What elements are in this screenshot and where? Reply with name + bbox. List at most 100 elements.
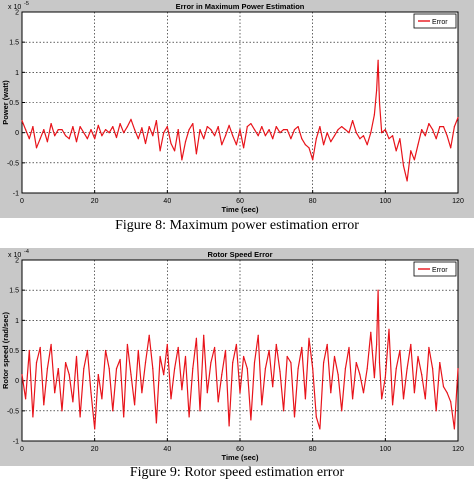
- data-point: [39, 138, 41, 140]
- data-point: [341, 410, 343, 412]
- data-point: [384, 129, 386, 131]
- x-tick-label: 20: [91, 446, 99, 453]
- data-point: [235, 144, 237, 146]
- data-point: [453, 428, 455, 430]
- data-point: [268, 349, 270, 352]
- data-point: [330, 392, 332, 394]
- data-point: [192, 368, 194, 370]
- data-point: [126, 343, 128, 346]
- data-point: [144, 362, 147, 364]
- data-point: [115, 136, 118, 139]
- legend-label: Error: [432, 267, 448, 274]
- data-point: [195, 337, 197, 339]
- data-point: [57, 368, 59, 370]
- data-point: [32, 416, 34, 418]
- data-point: [217, 126, 219, 128]
- data-point: [79, 126, 81, 128]
- data-point: [264, 368, 266, 370]
- data-point: [352, 120, 354, 122]
- data-point: [119, 123, 121, 125]
- data-point: [210, 362, 212, 364]
- data-point: [112, 410, 114, 412]
- data-point: [35, 362, 38, 364]
- data-point: [362, 392, 365, 394]
- y-tick-label: 0: [15, 378, 19, 385]
- data-point: [97, 124, 99, 126]
- rotor-speed-error-chart: 0 20 40 60 80 100 120 -1 -0.5 0 0.5 1 1.5 2x 10 -4 Roto…: [0, 248, 474, 466]
- data-point: [297, 126, 299, 128]
- data-point: [355, 132, 357, 134]
- data-point: [46, 141, 49, 143]
- data-point: [75, 355, 78, 358]
- data-point: [144, 142, 147, 145]
- data-point: [435, 410, 437, 412]
- data-point: [50, 123, 52, 125]
- data-point: [94, 138, 96, 140]
- data-point: [159, 355, 161, 358]
- data-point: [337, 129, 339, 131]
- data-point: [446, 392, 448, 394]
- data-point: [72, 401, 74, 403]
- data-point: [141, 392, 143, 394]
- data-point: [293, 129, 296, 131]
- data-point: [243, 355, 245, 358]
- data-point: [43, 129, 45, 131]
- data-point: [155, 120, 157, 122]
- data-point: [301, 346, 303, 349]
- x-tick-label: 80: [309, 198, 317, 205]
- data-point: [90, 129, 92, 131]
- data-point: [421, 129, 423, 131]
- data-point: [457, 117, 459, 119]
- data-point: [410, 343, 412, 346]
- data-point: [293, 416, 296, 418]
- data-point: [250, 123, 252, 125]
- data-point: [366, 368, 368, 370]
- data-point: [268, 129, 270, 131]
- data-point: [323, 144, 325, 146]
- chart-title: Rotor Speed Error: [207, 250, 272, 259]
- data-point: [392, 404, 394, 406]
- data-point: [97, 374, 99, 376]
- data-point: [315, 138, 317, 140]
- y-exponent-label: x 10: [8, 252, 21, 259]
- data-point: [105, 349, 107, 352]
- data-point: [428, 346, 430, 349]
- data-point: [326, 132, 328, 134]
- data-point: [424, 135, 426, 137]
- data-point: [177, 129, 179, 131]
- data-point: [68, 138, 70, 140]
- data-point: [192, 123, 194, 125]
- data-point: [134, 404, 136, 406]
- x-tick-label: 0: [20, 446, 24, 453]
- y-tick-label: -1: [13, 439, 19, 446]
- data-point: [239, 392, 241, 394]
- data-point: [28, 138, 30, 140]
- data-point: [457, 368, 459, 370]
- x-tick-label: 100: [379, 198, 391, 205]
- data-point: [312, 368, 314, 370]
- data-point: [323, 362, 325, 364]
- data-point: [308, 147, 310, 149]
- data-point: [101, 135, 103, 137]
- x-tick-label: 40: [163, 446, 171, 453]
- data-point: [235, 343, 237, 346]
- data-point: [206, 126, 208, 128]
- data-point: [257, 334, 259, 336]
- data-point: [446, 135, 448, 137]
- figure-8-caption: Figure 8: Maximum power estimation error: [115, 218, 359, 233]
- data-point: [428, 123, 430, 125]
- data-point: [83, 368, 85, 370]
- data-point: [366, 144, 368, 146]
- x-tick-label: 0: [20, 198, 24, 205]
- data-point: [344, 368, 346, 370]
- data-point: [65, 135, 67, 137]
- data-point: [261, 404, 263, 406]
- data-point: [35, 147, 38, 149]
- data-point: [301, 138, 303, 140]
- y-tick-label: -1: [13, 191, 19, 198]
- data-point: [184, 355, 187, 358]
- data-point: [272, 386, 274, 388]
- power-error-chart: 0 20 40 60 80 100 120 -1 -0.5 0 0.5 1 1.5 2x 10 -5 Erro…: [0, 0, 474, 218]
- data-point: [279, 132, 281, 134]
- data-point: [214, 135, 216, 137]
